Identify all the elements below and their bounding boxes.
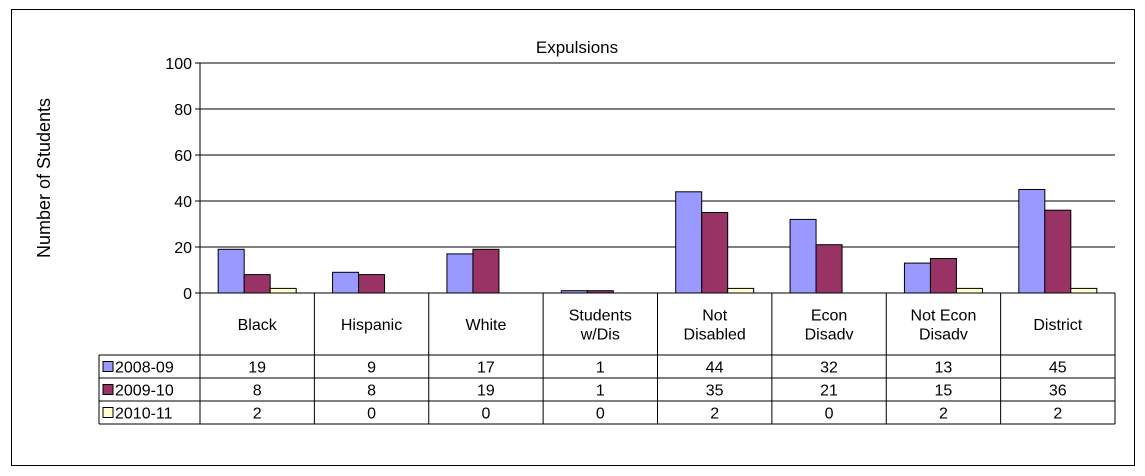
- data-label: 35: [706, 383, 724, 400]
- bar: [332, 271, 360, 294]
- y-tick-label: 40: [174, 194, 192, 211]
- data-label: 19: [248, 360, 266, 377]
- x-tick-label: w/Dis: [580, 327, 620, 344]
- legend-swatch: [102, 361, 114, 372]
- x-tick-label: District: [1033, 317, 1082, 334]
- data-label: 19: [477, 383, 495, 400]
- x-tick-label: Disabled: [684, 327, 746, 344]
- x-tick-label: White: [465, 317, 506, 334]
- data-label: 8: [253, 383, 262, 400]
- data-label: 44: [706, 360, 724, 377]
- x-tick-label: Students: [569, 308, 632, 325]
- bar: [269, 287, 297, 294]
- y-axis-label: Number of Students: [34, 98, 54, 258]
- legend-label: 2008-09: [115, 360, 174, 377]
- legend-swatch: [102, 407, 114, 418]
- data-label: 2: [1053, 406, 1062, 423]
- bar: [815, 244, 843, 294]
- bar: [727, 287, 755, 294]
- data-label: 13: [935, 360, 953, 377]
- data-label: 2: [710, 406, 719, 423]
- bar: [929, 258, 957, 294]
- data-label: 17: [477, 360, 495, 377]
- expulsions-chart: Expulsions Number of Students 0204060801…: [34, 38, 1116, 425]
- data-label: 21: [820, 383, 838, 400]
- data-label: 0: [367, 406, 376, 423]
- data-label: 8: [367, 383, 376, 400]
- data-label: 36: [1049, 383, 1067, 400]
- data-label: 0: [825, 406, 834, 423]
- data-label: 32: [820, 360, 838, 377]
- y-tick-label: 60: [174, 148, 192, 165]
- bar: [903, 262, 931, 294]
- bar: [789, 218, 817, 294]
- bar: [955, 287, 983, 294]
- y-tick-label: 20: [174, 240, 192, 257]
- data-label: 0: [596, 406, 605, 423]
- bar: [675, 191, 703, 294]
- data-label: 9: [367, 360, 376, 377]
- data-label: 45: [1049, 360, 1067, 377]
- data-label: 1: [596, 360, 605, 377]
- legend-label: 2009-10: [115, 383, 174, 400]
- data-label: 0: [481, 406, 490, 423]
- x-tick-label: Not: [702, 308, 727, 325]
- bar: [1018, 189, 1046, 294]
- data-label: 1: [596, 383, 605, 400]
- chart-frame: Expulsions Number of Students 0 20 40 60 80 1…: [11, 9, 1135, 466]
- x-tick-label: Not Econ: [911, 308, 977, 325]
- x-tick-label: Disadv: [805, 327, 854, 344]
- y-tick-label: 80: [174, 102, 192, 119]
- bar: [701, 212, 729, 294]
- y-tick-label: 100: [165, 56, 192, 73]
- x-tick-label: Econ: [811, 308, 847, 325]
- bar: [1070, 287, 1098, 294]
- bar: [358, 274, 386, 294]
- x-tick-label: Hispanic: [341, 317, 402, 334]
- bar: [217, 248, 245, 294]
- data-label: 2: [939, 406, 948, 423]
- bar: [1044, 209, 1072, 294]
- legend-swatch: [102, 384, 114, 395]
- bar: [243, 274, 271, 294]
- bar: [472, 248, 500, 294]
- y-tick-label: 0: [183, 286, 192, 303]
- x-tick-label: Disadv: [919, 327, 968, 344]
- data-label: 2: [253, 406, 262, 423]
- bar: [446, 253, 474, 294]
- x-tick-label: Black: [238, 317, 278, 334]
- chart-title: Expulsions: [536, 38, 618, 57]
- data-label: 15: [935, 383, 953, 400]
- legend-label: 2010-11: [115, 406, 173, 423]
